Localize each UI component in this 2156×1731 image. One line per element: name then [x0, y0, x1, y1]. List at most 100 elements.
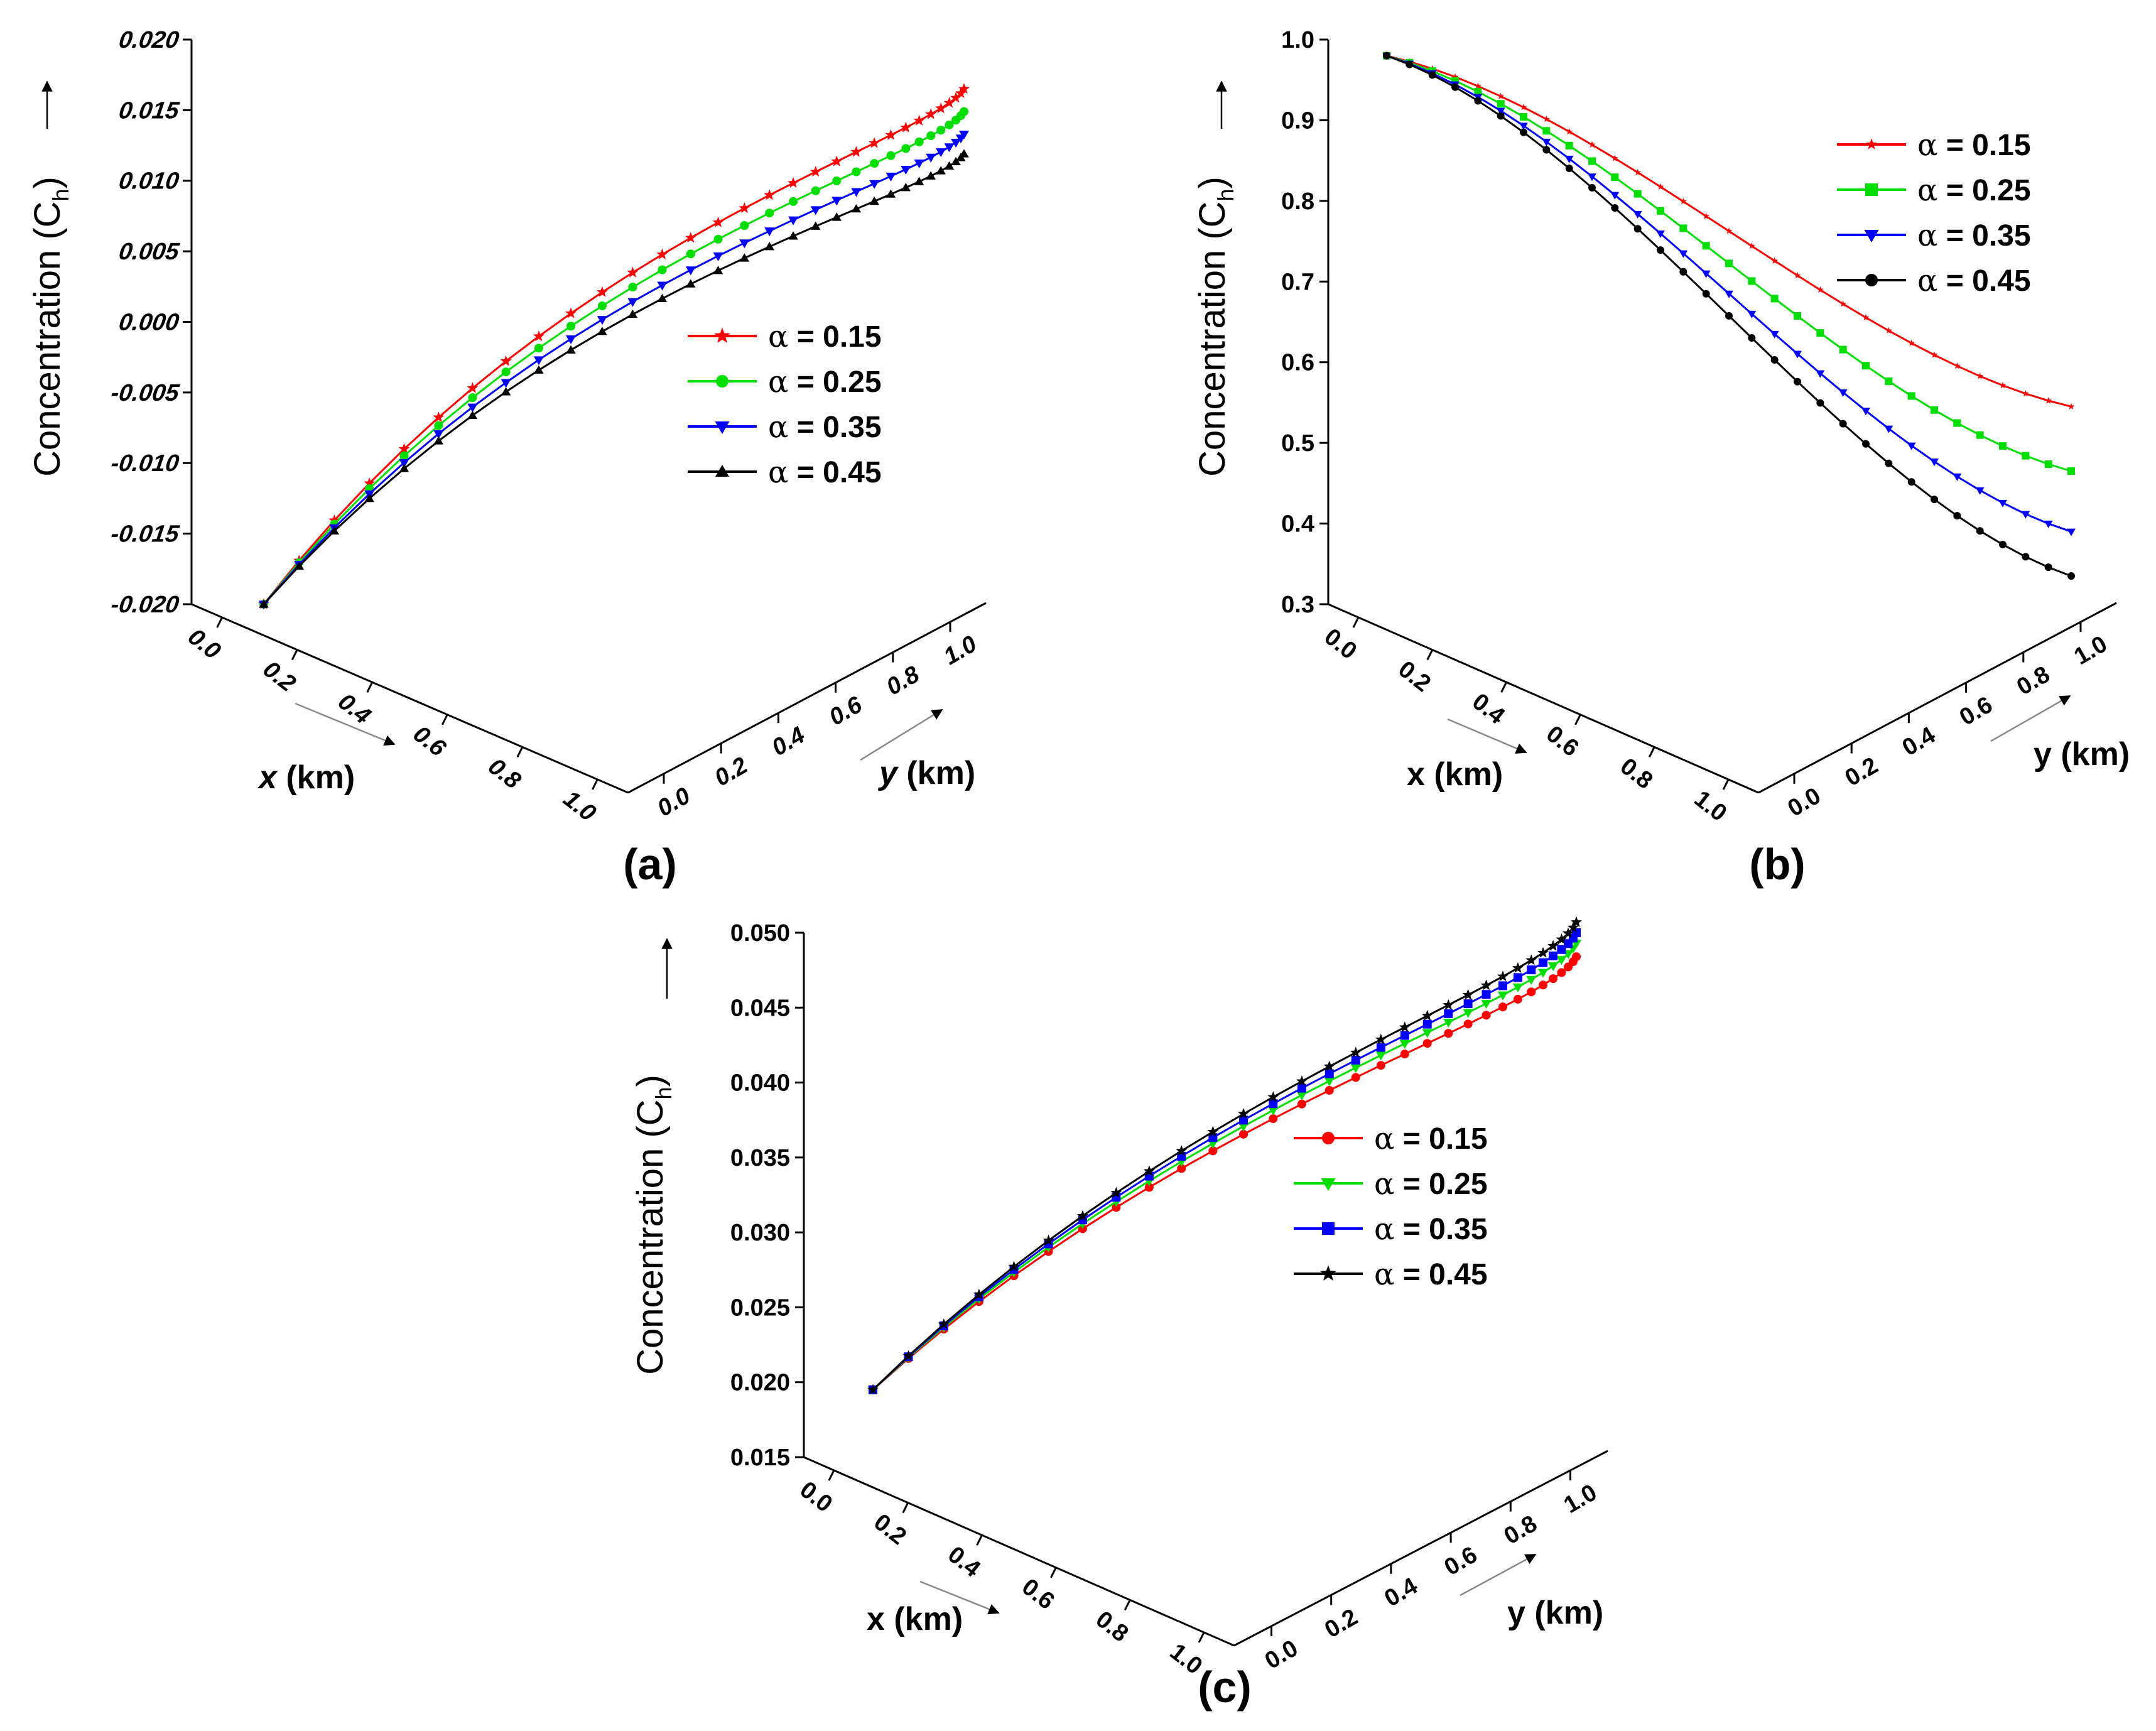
- legend-label-symbol: α: [1917, 218, 1937, 253]
- x-tick-label: 0.8: [483, 753, 526, 795]
- y-axis-title-unit: (km): [897, 755, 975, 791]
- data-point: [1557, 968, 1566, 977]
- data-point: [657, 293, 668, 303]
- x-tick-label: 0.2: [258, 656, 300, 697]
- data-point: [926, 171, 936, 180]
- x-tick: [441, 714, 448, 725]
- data-point: [2022, 452, 2030, 460]
- series-3: [1383, 52, 2075, 580]
- data-point: [886, 172, 896, 182]
- data-point: [1239, 1115, 1249, 1125]
- data-point: [1703, 212, 1710, 219]
- data-point: [1549, 974, 1558, 984]
- data-point: [1794, 312, 1801, 320]
- legend-label-symbol: α: [768, 455, 788, 490]
- legend-swatch-marker: [1322, 1132, 1335, 1144]
- data-point: [1526, 975, 1537, 985]
- data-point: [467, 382, 479, 393]
- data-point: [1399, 1021, 1411, 1033]
- x-tick: [592, 779, 599, 790]
- data-point: [739, 239, 750, 249]
- data-point: [958, 130, 970, 139]
- data-point: [1351, 1073, 1360, 1082]
- data-point: [501, 379, 511, 388]
- legend-swatch-marker: [1866, 138, 1877, 149]
- data-point: [713, 252, 723, 261]
- x-axis-title: x (km): [257, 759, 355, 796]
- data-point: [686, 249, 695, 259]
- data-point: [1931, 406, 1938, 414]
- data-point: [1907, 392, 1915, 400]
- x-axis-title-unit: (km): [1425, 756, 1503, 793]
- data-point: [500, 355, 512, 366]
- data-point: [1463, 999, 1473, 1009]
- z-tick-label: -0.005: [109, 379, 181, 406]
- data-point: [294, 561, 304, 570]
- data-point: [364, 477, 376, 489]
- data-point: [1375, 1033, 1387, 1045]
- data-point: [1907, 478, 1915, 486]
- x-tick: [366, 681, 374, 693]
- data-point: [2067, 572, 2075, 580]
- data-point: [1999, 541, 2007, 549]
- y-axis-title: y (km): [877, 755, 975, 791]
- data-point: [259, 599, 269, 608]
- data-point: [950, 92, 962, 103]
- data-point: [1422, 1029, 1433, 1038]
- data-point: [1474, 82, 1482, 89]
- y-axis-title-unit: (km): [2052, 736, 2130, 773]
- z-tick-label: 0.045: [730, 995, 790, 1021]
- legend-swatch-marker: [1865, 274, 1878, 286]
- data-point: [1399, 1039, 1410, 1049]
- x-axis-title-unit: (km): [885, 1601, 963, 1637]
- series-2: [869, 928, 1581, 1394]
- legend: α = 0.15α = 0.25α = 0.35α = 0.45: [688, 319, 882, 490]
- data-point: [1748, 242, 1755, 249]
- legend-swatch-marker: [1322, 1222, 1335, 1235]
- z-tick-label: 0.4: [1281, 511, 1314, 538]
- data-point: [712, 216, 724, 227]
- data-point: [788, 176, 799, 188]
- x-direction-arrow: [295, 702, 396, 746]
- data-point: [1611, 204, 1619, 212]
- data-point: [1976, 372, 1984, 379]
- y-axis-line: [627, 602, 987, 794]
- data-point: [1633, 225, 1642, 233]
- z-tick-label: 0.040: [730, 1070, 790, 1097]
- data-point: [901, 166, 911, 175]
- data-point: [2021, 511, 2030, 519]
- data-point: [713, 266, 723, 274]
- data-point: [1444, 1009, 1453, 1018]
- data-point: [1474, 88, 1482, 96]
- y-axis-title-var: y: [2034, 736, 2052, 773]
- concentration-axis-title-close: ): [630, 1075, 671, 1087]
- data-point: [913, 114, 925, 126]
- data-point: [851, 204, 862, 213]
- legend-label-symbol: α: [1374, 1212, 1394, 1247]
- data-point: [959, 149, 969, 158]
- data-point: [1208, 1139, 1218, 1149]
- data-point: [1350, 1064, 1361, 1073]
- data-point: [1549, 951, 1558, 960]
- data-point: [1885, 327, 1892, 334]
- data-point: [1588, 157, 1596, 165]
- x-direction-arrow: [919, 1580, 1000, 1615]
- data-point: [1375, 1051, 1386, 1061]
- data-point: [1537, 969, 1549, 978]
- data-point: [1885, 377, 1893, 385]
- data-point: [1794, 271, 1801, 279]
- data-point: [399, 464, 409, 472]
- legend-swatch-marker: [714, 327, 730, 343]
- data-point: [658, 265, 667, 274]
- legend-label: α = 0.25: [1374, 1166, 1488, 1202]
- data-point: [901, 183, 911, 192]
- data-point: [1444, 1029, 1453, 1038]
- x-axis-line: [191, 603, 629, 794]
- data-point: [1839, 345, 1847, 354]
- data-point: [810, 166, 821, 177]
- data-point: [1816, 370, 1825, 378]
- data-point: [1538, 980, 1547, 990]
- data-point: [943, 97, 955, 108]
- data-point: [627, 266, 639, 278]
